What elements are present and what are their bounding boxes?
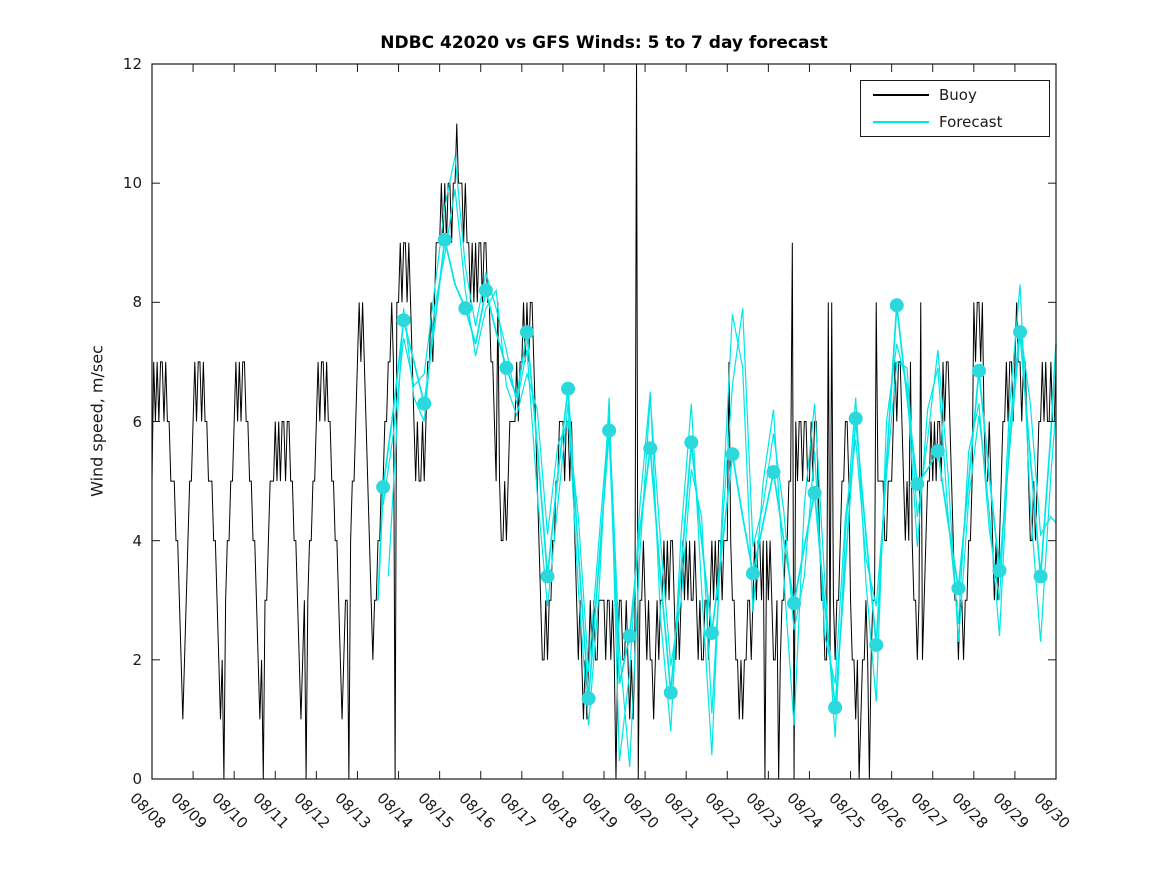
forecast-main-line — [377, 239, 1057, 708]
forecast-marker-dot — [910, 477, 925, 492]
forecast-marker-dot — [992, 563, 1007, 578]
forecast-marker-dot — [417, 396, 432, 411]
forecast-marker-dot — [930, 444, 945, 459]
forecast-marker-dot — [971, 363, 986, 378]
y-tick-label: 12 — [122, 55, 142, 73]
forecast-marker-dot — [889, 298, 904, 313]
forecast-marker-dot — [684, 435, 699, 450]
forecast-marker-dot — [787, 596, 802, 611]
buoy-line-swatch — [873, 94, 929, 97]
forecast-marker-dot — [437, 232, 452, 247]
forecast-marker-dot — [663, 685, 678, 700]
forecast-marker-dot — [951, 581, 966, 596]
forecast-marker-dot — [581, 691, 596, 706]
forecast-marker-dot — [602, 423, 617, 438]
forecast-marker-dot — [540, 569, 555, 584]
forecast-marker-dot — [396, 313, 411, 328]
forecast-marker-dot — [1033, 569, 1048, 584]
forecast-marker-dot — [704, 626, 719, 641]
forecast-marker-dot — [848, 411, 863, 426]
forecast-marker-dot — [828, 700, 843, 715]
y-tick-label: 10 — [122, 174, 142, 193]
y-tick-label: 6 — [132, 412, 142, 431]
forecast-marker-dot — [458, 301, 473, 316]
forecast-marker-dot — [376, 480, 391, 495]
forecast-marker-dot — [745, 566, 760, 581]
forecast-marker-dot — [499, 360, 514, 375]
chart-title: NDBC 42020 vs GFS Winds: 5 to 7 day fore… — [380, 33, 828, 53]
forecast-marker-dot — [519, 325, 534, 340]
legend-entry-buoy: Buoy — [861, 83, 1049, 107]
y-tick-label: 2 — [132, 650, 142, 669]
y-tick-label: 4 — [132, 531, 142, 550]
forecast-marker-dot — [725, 447, 740, 462]
legend-label-forecast: Forecast — [939, 112, 1003, 131]
forecast-marker-dot — [622, 629, 637, 643]
forecast-member-line — [387, 189, 1057, 768]
forecast-marker-dot — [643, 441, 658, 456]
legend-label-buoy: Buoy — [939, 86, 977, 105]
forecast-marker-dot — [807, 486, 822, 500]
buoy-series-line — [151, 63, 1057, 780]
forecast-marker-dot — [478, 283, 493, 298]
forecast-marker-dot — [1013, 325, 1028, 340]
forecast-marker-dot — [766, 465, 781, 480]
forecast-marker-dot — [869, 637, 884, 652]
legend-entry-forecast: Forecast — [861, 110, 1049, 134]
forecast-marker-dot — [561, 381, 576, 396]
legend: Buoy Forecast — [860, 80, 1050, 137]
y-tick-label: 8 — [132, 293, 142, 312]
y-tick-label: 0 — [132, 770, 142, 788]
forecast-line-swatch — [873, 120, 929, 123]
